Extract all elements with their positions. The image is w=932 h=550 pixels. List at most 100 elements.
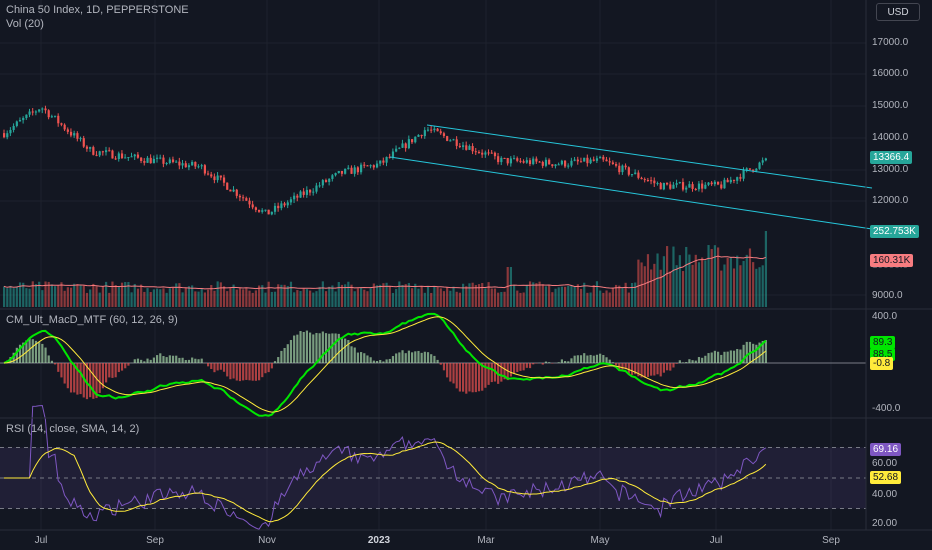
candle-body [736,177,739,181]
volume-bar [283,284,286,307]
volume-bar [474,284,477,307]
macd-histogram-bar [264,363,267,374]
candle-body [66,129,69,132]
volume-bar [637,259,640,307]
volume-bar [567,285,570,307]
volume-bar [363,289,366,307]
volume-bar [701,257,704,307]
candle-body [401,143,404,148]
macd-histogram-bar [375,360,379,363]
candle-body [493,152,497,157]
candle-body [242,197,245,199]
macd-histogram-bar [127,363,130,366]
candle-body [267,209,270,215]
volume-bar [551,292,554,307]
volume-bar [124,282,127,307]
macd-histogram-bar [187,359,191,363]
pane-separators[interactable] [0,0,932,531]
macd-histogram-bar [736,349,739,363]
volume-bar [82,285,85,307]
volume-bar [595,281,599,307]
macd-histogram-bar [140,359,143,363]
time-axis-label: May [590,535,610,546]
volume-bar [267,281,270,307]
candle-body [653,180,656,184]
volume-bar [583,282,586,307]
volume-bar [484,288,487,307]
volume-bar [503,291,506,307]
symbol-title[interactable]: China 50 Index, 1D, PEPPERSTONE [6,4,189,16]
currency-button[interactable]: USD [876,3,920,21]
volume-bar [273,291,277,307]
candle-body [710,182,713,185]
volume-bar [739,265,742,307]
volume-bar [127,281,130,307]
candle-body [89,147,92,149]
candle-body [210,174,213,177]
macd-histogram-bar [369,357,372,363]
volume-bar [513,284,516,307]
macd-histogram-bar [468,363,471,392]
time-axis-label: Sep [146,535,164,546]
macd-histogram-bar [28,338,31,363]
volume-bar [681,271,685,307]
candle-body [296,195,299,198]
candle-body [452,139,455,141]
volume-bar [235,289,238,307]
time-axis-label: Mar [477,535,495,546]
macd-histogram-bar [525,363,528,368]
macd-histogram-bar [200,358,203,363]
volume-bar [79,284,82,307]
macd-histogram-bar [548,362,551,363]
macd-histogram-bar [745,341,748,363]
candle-body [31,111,34,113]
volume-bar [321,281,324,307]
candle-body [503,157,506,159]
volume-bar [675,265,678,307]
macd-legend[interactable]: CM_Ult_MacD_MTF (60, 12, 26, 9) [6,314,178,326]
candle-body [226,182,229,190]
candle-body [522,161,525,163]
candle-body [165,163,168,165]
candle-body [576,159,579,162]
rsi-legend[interactable]: RSI (14, close, SMA, 14, 2) [6,423,140,435]
macd-histogram-bar [31,339,34,363]
macd-histogram-bar [627,363,630,374]
macd-histogram-bar [85,363,89,400]
volume-bar [414,283,417,307]
volume-bar [60,282,63,307]
candle-body [375,163,379,168]
macd-histogram-bar [528,363,532,369]
volume-bar [178,283,181,307]
macd-histogram-bar [611,362,614,363]
volume-bar [471,282,474,307]
macd-histogram-bar [207,363,210,367]
macd-histogram-bar [436,359,439,363]
macd-histogram-bar [79,363,82,395]
volume-bar [28,288,31,307]
candle-body [624,165,627,168]
candle-body [379,160,382,164]
candle-body [694,188,697,190]
macd-histogram-bar [108,363,111,378]
volume-legend[interactable]: Vol (20) [6,18,44,30]
macd-histogram-bar [76,363,79,395]
volume-bar [324,291,328,307]
macd-histogram-bar [630,363,634,375]
candle-body [717,181,720,185]
volume-bar [535,283,538,307]
volume-bar [522,292,525,307]
trend-channel[interactable] [389,124,873,230]
candle-body [229,189,232,192]
volume-bar [538,281,541,307]
volume-bar [500,292,503,307]
macd-histogram-bar [544,361,548,363]
candle-body [477,151,481,153]
volume-bar [18,282,22,307]
macd-histogram-bar [490,363,493,383]
macd-histogram-bar [242,363,245,381]
candle-body [143,161,146,163]
candle-body [509,158,512,164]
macd-histogram-bar [34,340,38,363]
